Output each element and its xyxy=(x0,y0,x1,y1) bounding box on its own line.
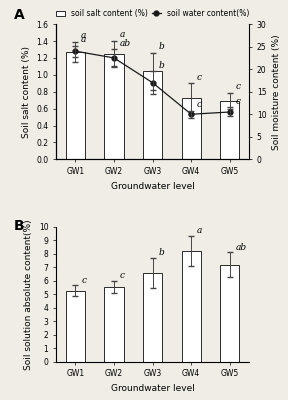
Text: b: b xyxy=(158,248,164,257)
Y-axis label: Soil moisture content (%): Soil moisture content (%) xyxy=(272,34,281,150)
Text: ab: ab xyxy=(120,38,131,48)
Text: c: c xyxy=(81,276,86,285)
Text: c: c xyxy=(236,82,240,91)
Text: a: a xyxy=(81,31,86,40)
Text: A: A xyxy=(14,8,24,22)
Text: ab: ab xyxy=(236,243,247,252)
Text: a: a xyxy=(81,36,86,44)
Bar xyxy=(181,98,201,159)
Bar xyxy=(220,101,239,159)
Text: c: c xyxy=(120,271,125,280)
Bar xyxy=(104,54,124,159)
Text: a: a xyxy=(120,30,125,39)
Bar xyxy=(104,287,124,362)
Bar xyxy=(220,264,239,362)
Text: b: b xyxy=(158,61,164,70)
Text: B: B xyxy=(14,218,24,232)
Bar xyxy=(66,52,85,159)
X-axis label: Groundwater level: Groundwater level xyxy=(111,182,194,190)
Bar xyxy=(143,72,162,159)
X-axis label: Groundwater level: Groundwater level xyxy=(111,384,194,393)
Y-axis label: Soil salt content (%): Soil salt content (%) xyxy=(22,46,31,138)
Legend: soil salt content (%), soil water content(%): soil salt content (%), soil water conten… xyxy=(54,8,251,20)
Text: c: c xyxy=(197,100,202,109)
Text: a: a xyxy=(197,226,202,236)
Bar xyxy=(143,273,162,362)
Text: b: b xyxy=(158,42,164,51)
Bar xyxy=(66,291,85,362)
Text: c: c xyxy=(236,97,240,106)
Bar xyxy=(181,251,201,362)
Text: c: c xyxy=(197,72,202,82)
Y-axis label: Soil solution absolute content(%): Soil solution absolute content(%) xyxy=(24,219,33,370)
